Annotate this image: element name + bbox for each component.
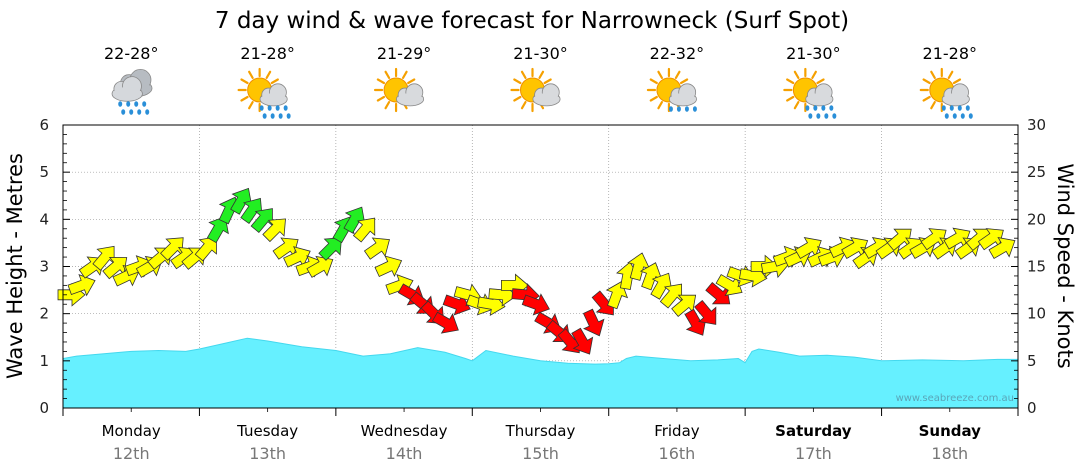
cloud-shape	[259, 83, 288, 107]
cloud-shape	[111, 76, 143, 102]
rain-cloud-icon	[111, 69, 153, 115]
chart-title: 7 day wind & wave forecast for Narrownec…	[215, 8, 849, 34]
right-tick-label: 30	[1027, 116, 1046, 134]
wind-arrow	[639, 262, 663, 291]
right-tick-label: 20	[1027, 210, 1046, 228]
wind-arrow	[627, 252, 651, 281]
plot-area	[57, 124, 1019, 409]
wind-arrow	[671, 294, 697, 317]
day-name-label: Thursday	[505, 422, 576, 440]
day-name-label: Tuesday	[236, 422, 298, 440]
left-axis-ticks: 0 1 2 3 4 5 6	[39, 116, 70, 417]
left-tick-label: 1	[39, 352, 49, 370]
wind-arrow	[343, 206, 366, 234]
wind-arrow	[92, 245, 115, 271]
sun-rain-icon	[237, 67, 291, 119]
wind-arrow	[715, 274, 743, 296]
right-tick-label: 25	[1027, 163, 1046, 181]
sun-rain-icon	[783, 67, 837, 119]
wind-arrow	[886, 228, 912, 251]
cloud-shape	[668, 83, 697, 107]
day-date-label: 17th	[795, 444, 832, 463]
sun-shower-icon	[646, 67, 697, 113]
right-axis-label: Wind Speed - Knots	[1053, 163, 1077, 368]
wind-arrow	[306, 255, 334, 278]
right-axis-ticks: 0 5 10 15 20 25 30	[1011, 116, 1046, 417]
day-date-label: 13th	[249, 444, 286, 463]
cloud-shape	[396, 83, 425, 107]
temperature-range: 21-28°	[923, 44, 978, 63]
left-tick-label: 6	[39, 116, 49, 134]
day-name-label: Wednesday	[361, 422, 448, 440]
day-axis-labels: Monday 12th Tuesday 13th Wednesday 14th Thursd…	[62, 408, 1019, 463]
temperature-range: 22-28°	[104, 44, 159, 63]
day-date-label: 12th	[113, 444, 150, 463]
wind-arrow	[442, 293, 471, 316]
wind-arrow	[230, 187, 253, 215]
temperature-range: 21-29°	[377, 44, 432, 63]
day-date-label: 14th	[386, 444, 423, 463]
wind-arrow	[160, 237, 184, 261]
cloud-shape	[805, 83, 834, 107]
watermark-text: www.seabreeze.com.au	[896, 393, 1014, 404]
right-tick-label: 15	[1027, 258, 1046, 276]
temperature-range: 21-30°	[786, 44, 841, 63]
wind-arrow	[431, 311, 459, 334]
rain-drops	[118, 101, 150, 115]
wave-height-series	[62, 337, 1019, 409]
wind-arrow	[659, 283, 683, 309]
wind-arrow	[705, 282, 731, 305]
sun-cloud-icon	[510, 67, 561, 113]
rain-drops	[668, 106, 697, 112]
temperature-range: 22-32°	[650, 44, 705, 63]
rain-drops	[805, 105, 837, 119]
left-tick-label: 3	[39, 258, 49, 276]
left-tick-label: 4	[39, 210, 49, 228]
wind-arrow	[521, 293, 550, 316]
temperature-range: 21-28°	[240, 44, 295, 63]
cloud-shape	[941, 83, 970, 107]
left-tick-label: 2	[39, 305, 49, 323]
cloud-shape	[532, 83, 561, 107]
wind-arrow	[352, 217, 376, 243]
wind-arrow	[194, 236, 217, 262]
right-tick-label: 0	[1027, 399, 1037, 417]
wind-arrow	[67, 274, 96, 297]
wind-arrow	[318, 237, 342, 261]
wind-arrow	[283, 246, 311, 268]
wind-arrow	[250, 208, 273, 234]
right-tick-label: 10	[1027, 305, 1046, 323]
wave-height-area	[62, 337, 1019, 409]
wind-arrows	[57, 187, 1016, 355]
day-name-label: Friday	[654, 422, 700, 440]
left-tick-label: 0	[39, 399, 49, 417]
daily-weather-row: 22-28° 21-28° 21-29° 21-30° 22-32° 21-30° 21-2…	[104, 44, 977, 119]
wind-arrow	[374, 255, 403, 278]
day-name-label: Sunday	[919, 422, 982, 440]
sun-rain-icon	[919, 67, 973, 119]
wind-arrow	[571, 327, 594, 355]
wind-arrow	[988, 237, 1016, 259]
day-name-label: Monday	[102, 422, 161, 440]
wind-arrow	[363, 237, 390, 260]
wind-arrow	[262, 218, 286, 243]
wind-arrow	[582, 308, 605, 337]
rain-drops	[259, 105, 291, 119]
wind-arrow	[206, 216, 229, 244]
temperature-range: 21-30°	[513, 44, 568, 63]
left-axis-label: Wave Height - Metres	[3, 153, 27, 379]
right-tick-label: 5	[1027, 352, 1037, 370]
day-date-label: 15th	[522, 444, 559, 463]
wind-arrow	[240, 197, 263, 224]
wind-arrow	[650, 272, 673, 300]
sun-cloud-icon	[373, 67, 425, 113]
left-tick-label: 5	[39, 163, 49, 181]
day-date-label: 18th	[931, 444, 968, 463]
day-name-label: Saturday	[775, 422, 852, 440]
wind-arrow	[694, 299, 717, 325]
day-date-label: 16th	[659, 444, 696, 463]
rain-drops	[941, 105, 973, 119]
